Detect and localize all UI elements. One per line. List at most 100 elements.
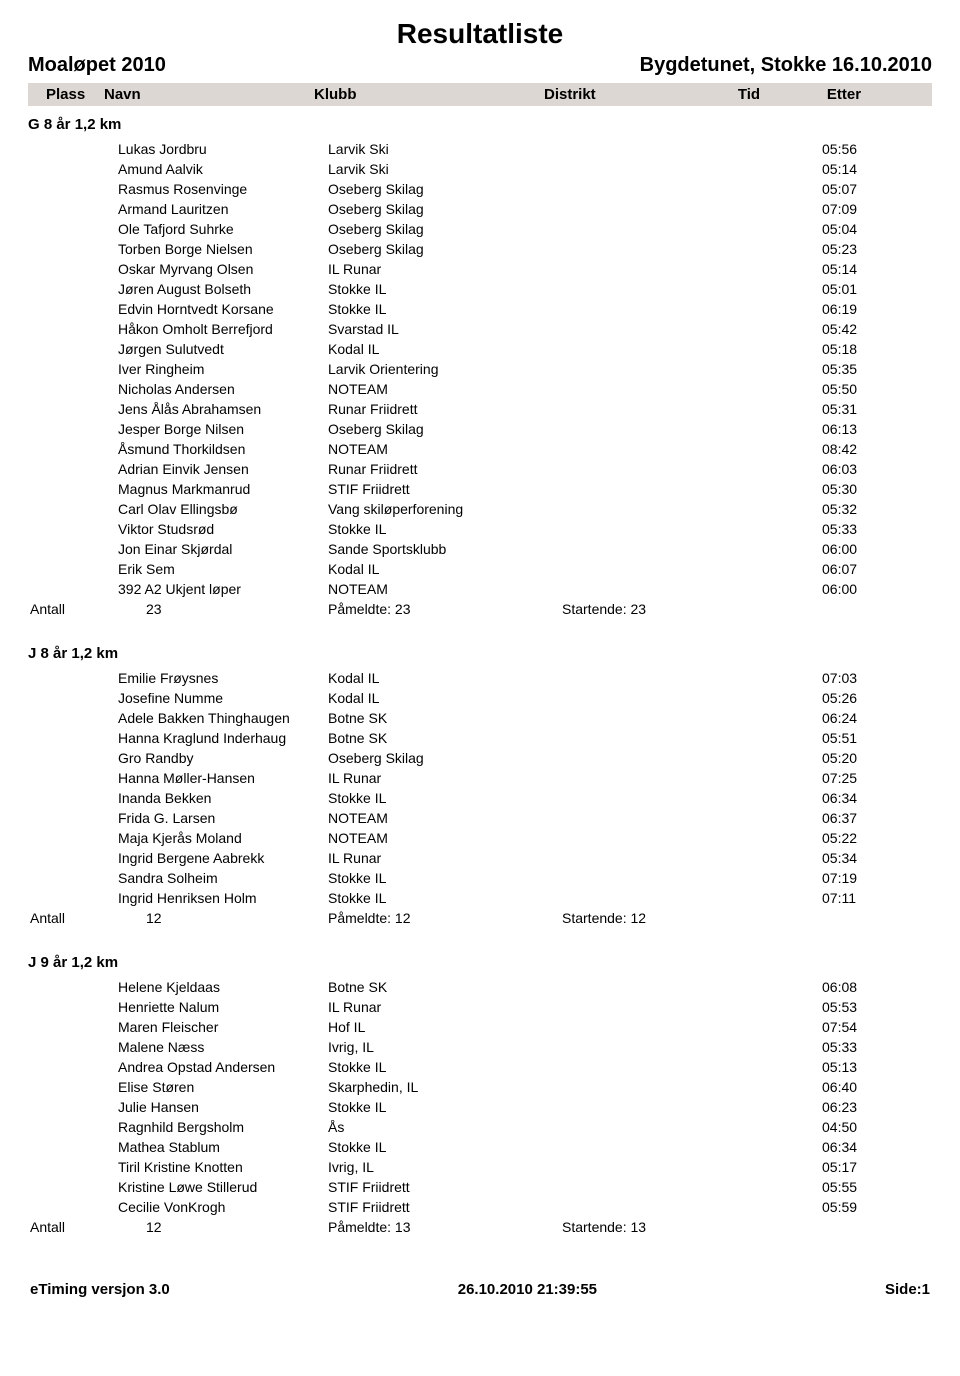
result-row: Hanna Møller-HansenIL Runar07:25 [28,768,932,788]
result-row: Ingrid Bergene AabrekkIL Runar05:34 [28,848,932,868]
row-navn: Adele Bakken Thinghaugen [118,708,328,728]
row-tid: 07:19 [822,868,932,888]
row-fill [558,788,822,808]
row-fill [558,359,822,379]
col-tid: Tid [694,86,804,103]
summary-startende: Startende: 23 [558,601,932,617]
row-navn: Amund Aalvik [118,159,328,179]
row-pad [28,339,118,359]
row-fill [558,1077,822,1097]
result-row: Elise StørenSkarphedin, IL06:40 [28,1077,932,1097]
row-pad [28,1197,118,1217]
row-pad [28,439,118,459]
row-klubb: Botne SK [328,977,558,997]
row-navn: Adrian Einvik Jensen [118,459,328,479]
row-fill [558,668,822,688]
row-klubb: Vang skiløperforening [328,499,558,519]
row-klubb: Ivrig, IL [328,1037,558,1057]
row-klubb: Oseberg Skilag [328,748,558,768]
result-row: Viktor StudsrødStokke IL05:33 [28,519,932,539]
row-navn: Viktor Studsrød [118,519,328,539]
row-pad [28,239,118,259]
row-tid: 06:08 [822,977,932,997]
result-row: Sandra SolheimStokke IL07:19 [28,868,932,888]
row-navn: Ingrid Henriksen Holm [118,888,328,908]
row-tid: 05:51 [822,728,932,748]
row-pad [28,499,118,519]
row-klubb: Oseberg Skilag [328,419,558,439]
row-klubb: STIF Friidrett [328,1177,558,1197]
row-navn: Sandra Solheim [118,868,328,888]
row-tid: 06:07 [822,559,932,579]
row-klubb: NOTEAM [328,808,558,828]
row-tid: 05:35 [822,359,932,379]
result-row: Nicholas AndersenNOTEAM05:50 [28,379,932,399]
row-navn: Helene Kjeldaas [118,977,328,997]
row-pad [28,668,118,688]
row-navn: Frida G. Larsen [118,808,328,828]
row-pad [28,1177,118,1197]
row-fill [558,499,822,519]
result-row: Håkon Omholt BerrefjordSvarstad IL05:42 [28,319,932,339]
result-row: Maja Kjerås MolandNOTEAM05:22 [28,828,932,848]
result-row: Rasmus RosenvingeOseberg Skilag05:07 [28,179,932,199]
result-row: Julie HansenStokke IL06:23 [28,1097,932,1117]
row-tid: 05:33 [822,1037,932,1057]
row-fill [558,519,822,539]
groups-container: G 8 år 1,2 km Lukas JordbruLarvik Ski05:5… [28,116,932,1235]
row-navn: Jørgen Sulutvedt [118,339,328,359]
col-navn: Navn [104,86,314,103]
row-fill [558,977,822,997]
row-fill [558,319,822,339]
row-pad [28,768,118,788]
row-klubb: Runar Friidrett [328,459,558,479]
col-etter: Etter [804,86,884,103]
row-tid: 07:25 [822,768,932,788]
group-title: G 8 år 1,2 km [28,116,932,133]
row-fill [558,888,822,908]
result-row: Kristine Løwe StillerudSTIF Friidrett05:… [28,1177,932,1197]
row-klubb: NOTEAM [328,828,558,848]
row-navn: Inanda Bekken [118,788,328,808]
row-tid: 04:50 [822,1117,932,1137]
result-row: Torben Borge NielsenOseberg Skilag05:23 [28,239,932,259]
row-tid: 05:22 [822,828,932,848]
row-navn: Ole Tafjord Suhrke [118,219,328,239]
row-tid: 06:24 [822,708,932,728]
row-klubb: Hof IL [328,1017,558,1037]
row-pad [28,399,118,419]
row-tid: 05:07 [822,179,932,199]
row-navn: Jesper Borge Nilsen [118,419,328,439]
row-klubb: Stokke IL [328,1137,558,1157]
result-row: Jens Ålås AbrahamsenRunar Friidrett05:31 [28,399,932,419]
row-pad [28,708,118,728]
result-row: Edvin Horntvedt KorsaneStokke IL06:19 [28,299,932,319]
row-klubb: NOTEAM [328,439,558,459]
page-title: Resultatliste [28,18,932,50]
result-row: Lukas JordbruLarvik Ski05:56 [28,139,932,159]
row-navn: Oskar Myrvang Olsen [118,259,328,279]
row-fill [558,139,822,159]
row-tid: 05:32 [822,499,932,519]
group-title: J 8 år 1,2 km [28,645,932,662]
row-tid: 08:42 [822,439,932,459]
row-pad [28,219,118,239]
row-klubb: IL Runar [328,768,558,788]
row-pad [28,519,118,539]
row-fill [558,868,822,888]
row-navn: Maren Fleischer [118,1017,328,1037]
row-tid: 07:54 [822,1017,932,1037]
row-pad [28,579,118,599]
row-fill [558,279,822,299]
row-navn: Åsmund Thorkildsen [118,439,328,459]
page-footer: eTiming versjon 3.0 26.10.2010 21:39:55 … [28,1275,932,1298]
row-klubb: Larvik Orientering [328,359,558,379]
result-row: Henriette NalumIL Runar05:53 [28,997,932,1017]
summary-antall-label: Antall [28,601,118,617]
row-navn: Julie Hansen [118,1097,328,1117]
row-tid: 05:18 [822,339,932,359]
row-pad [28,728,118,748]
row-navn: Edvin Horntvedt Korsane [118,299,328,319]
row-pad [28,1017,118,1037]
row-klubb: Oseberg Skilag [328,179,558,199]
